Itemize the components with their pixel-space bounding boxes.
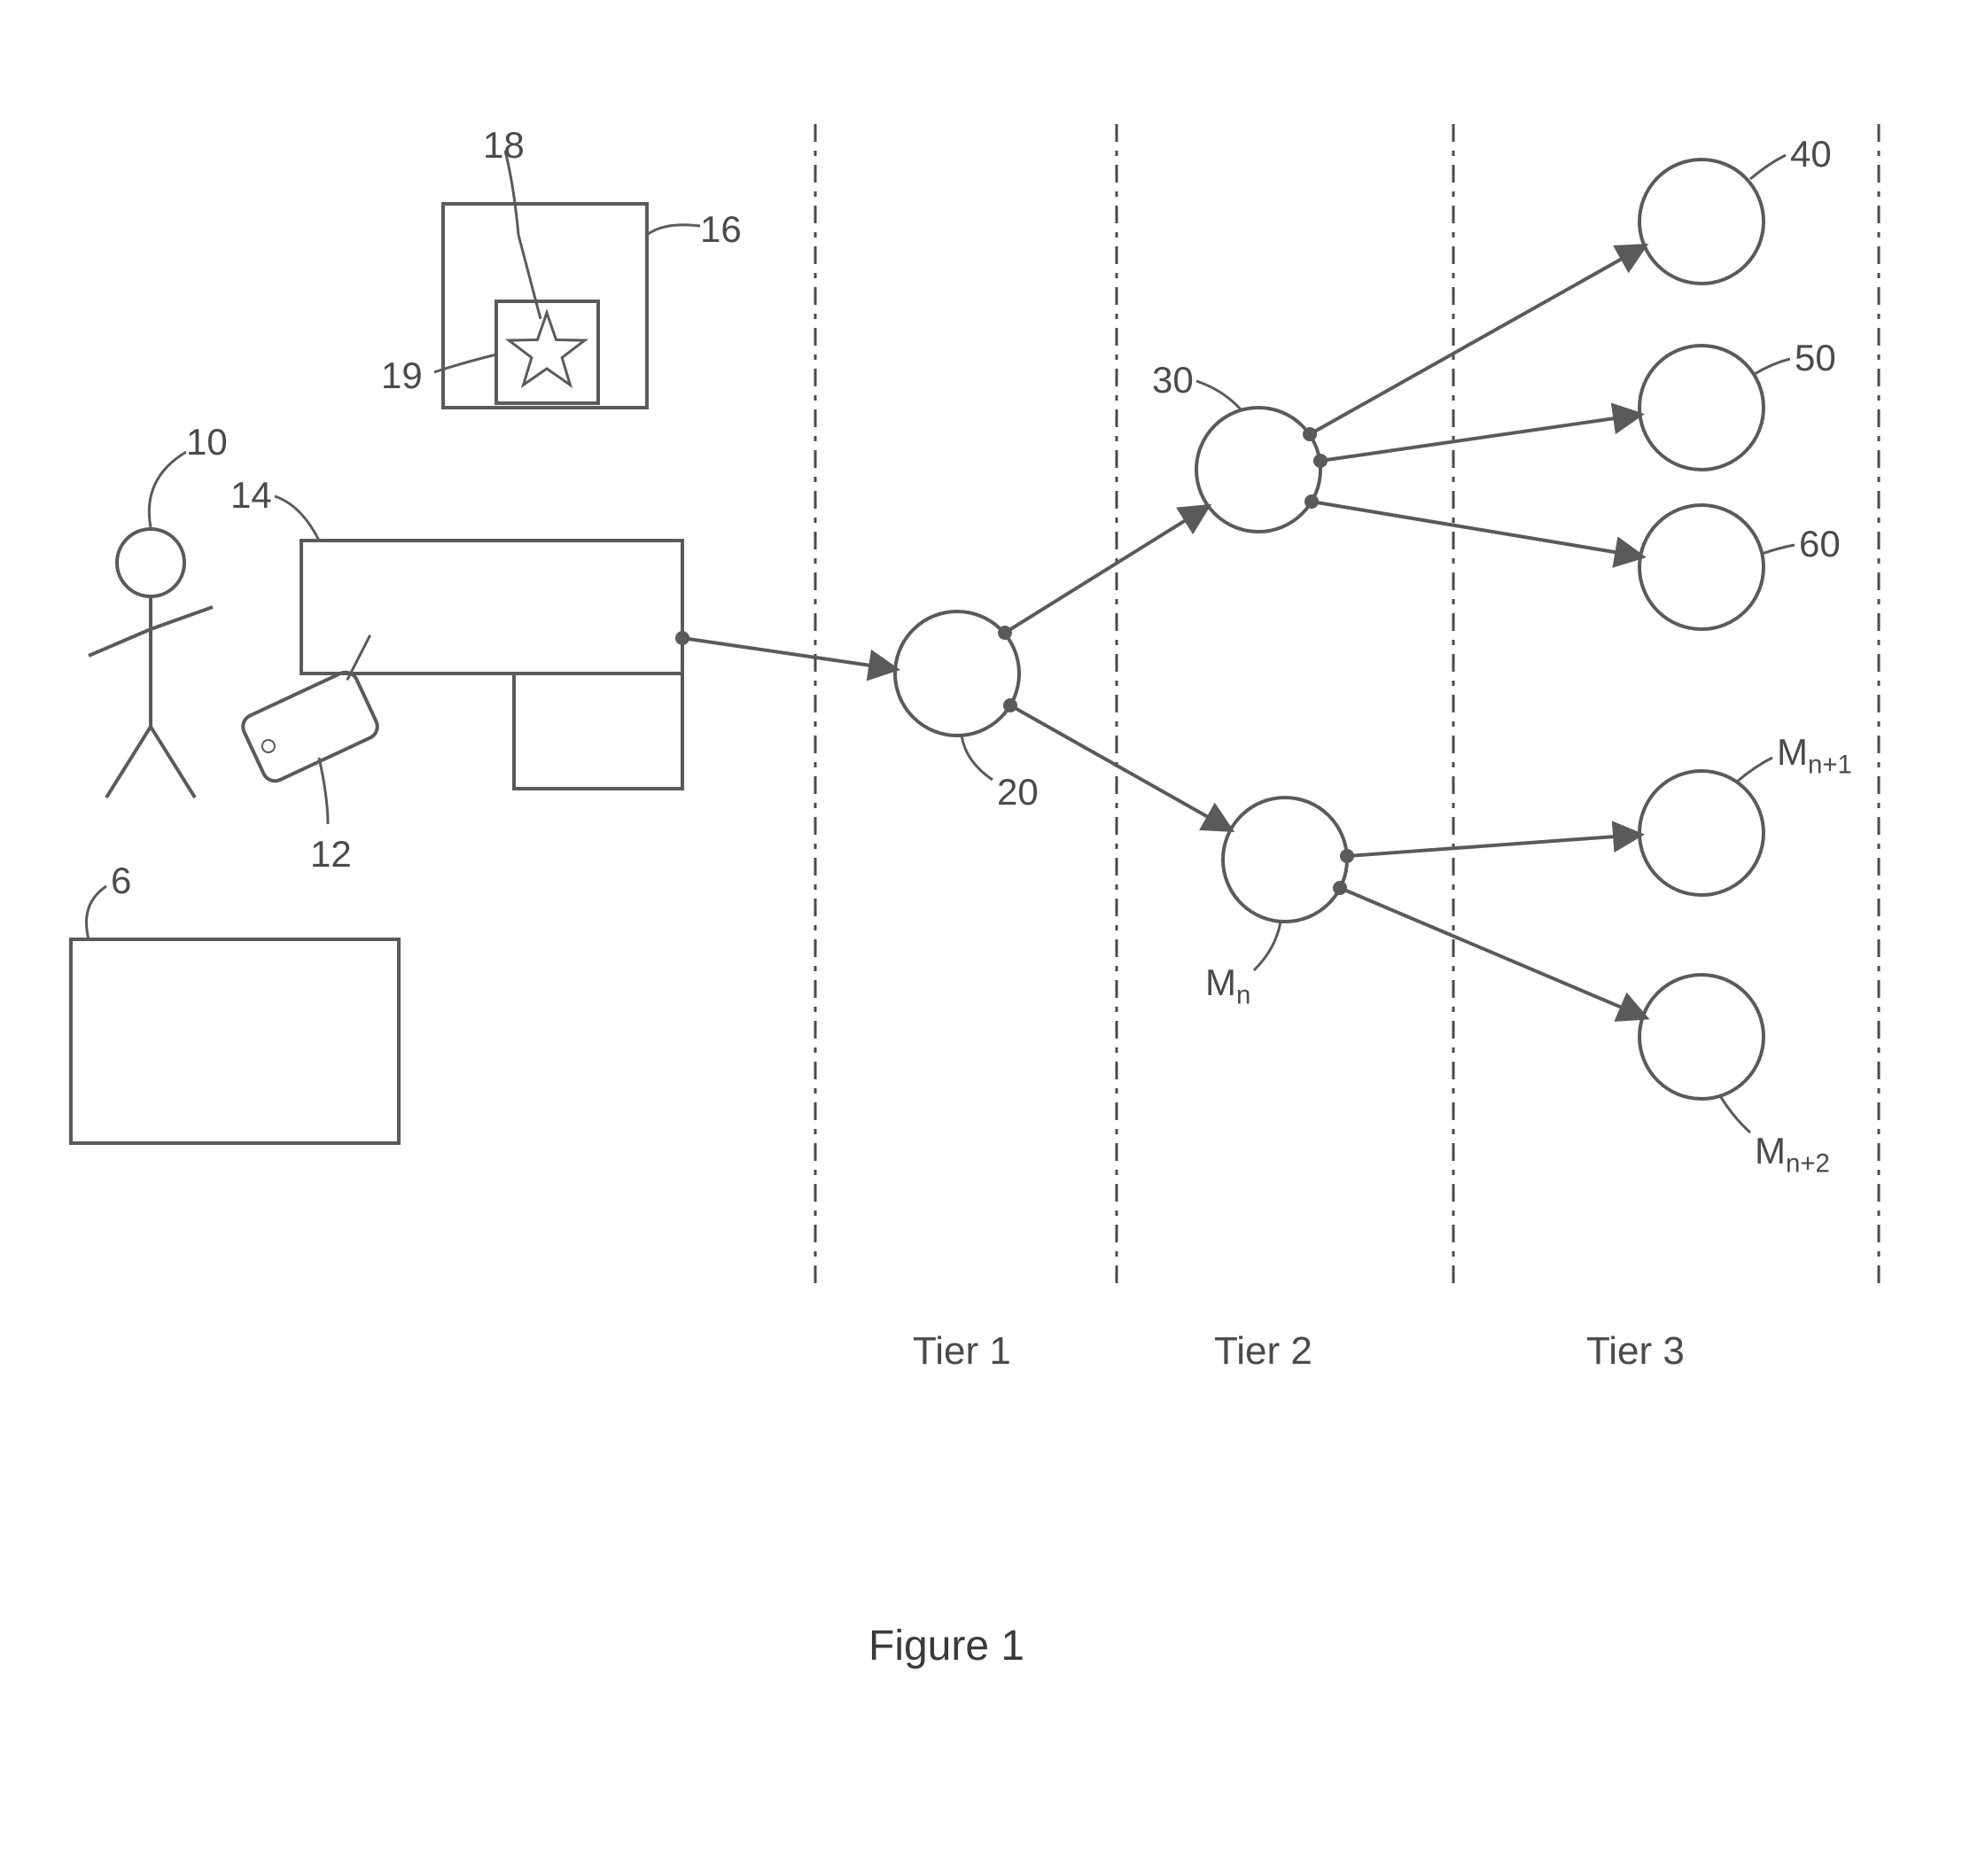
figure-caption: Figure 1 xyxy=(868,1622,1024,1670)
ref-label-Mn2: Mn+2 xyxy=(1755,1130,1830,1179)
ref-label-16: 16 xyxy=(700,208,742,251)
tier-2-label: Tier 2 xyxy=(1214,1329,1312,1374)
ref-label-12: 12 xyxy=(310,833,352,876)
ref-label-40: 40 xyxy=(1790,133,1832,175)
ref-label-Mn1: Mn+1 xyxy=(1777,731,1852,780)
ref-label-10: 10 xyxy=(186,421,228,463)
ref-label-30: 30 xyxy=(1152,359,1194,401)
ref-label-Mn: Mn xyxy=(1205,961,1250,1010)
tier-1-label: Tier 1 xyxy=(913,1329,1011,1374)
ref-label-50: 50 xyxy=(1795,337,1836,379)
diagram-svg xyxy=(0,0,1978,1876)
ref-label-20: 20 xyxy=(997,771,1039,813)
ref-label-19: 19 xyxy=(381,354,423,397)
ref-label-14: 14 xyxy=(230,474,272,517)
ref-label-18: 18 xyxy=(483,124,525,167)
figure-1-diagram: 10 14 12 6 18 16 19 20 30 Mn 40 50 60 Mn… xyxy=(0,0,1978,1876)
tier-3-label: Tier 3 xyxy=(1586,1329,1685,1374)
ref-label-60: 60 xyxy=(1799,523,1841,565)
ref-label-6: 6 xyxy=(111,860,131,902)
